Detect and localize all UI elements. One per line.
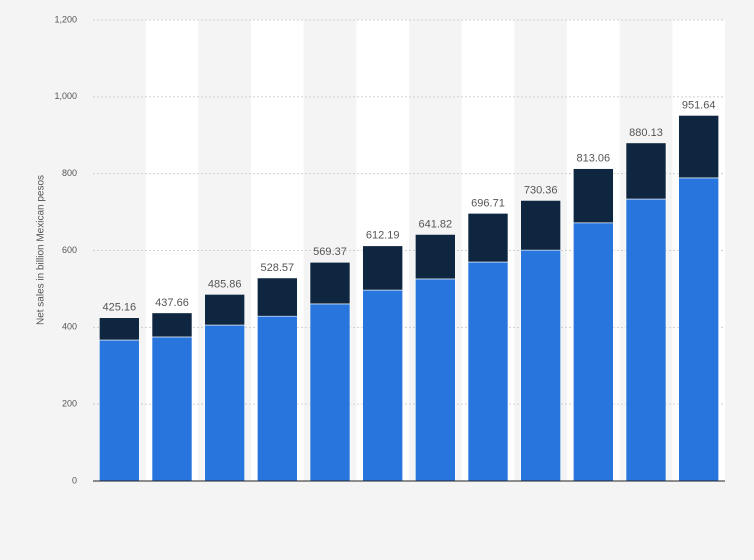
y-tick-label: 1,200 <box>54 14 77 24</box>
y-tick-label: 0 <box>72 475 77 485</box>
bar-segment <box>151 336 193 482</box>
total-label: 425.16 <box>103 302 137 314</box>
total-label: 437.66 <box>155 297 189 309</box>
bar-segment <box>204 324 245 482</box>
total-label: 569.37 <box>313 246 347 258</box>
bar-segment <box>362 245 403 291</box>
y-tick-label: 600 <box>62 245 77 255</box>
total-label: 612.19 <box>366 230 400 242</box>
bar-segment <box>204 294 245 326</box>
bar-segment <box>573 222 614 482</box>
bar-segment <box>520 249 561 482</box>
bar-segment <box>467 261 509 482</box>
bar-segment <box>678 115 719 179</box>
total-label: 641.82 <box>419 218 453 230</box>
bar-segment <box>520 200 561 251</box>
total-label: 880.13 <box>629 127 663 139</box>
bar-segment <box>625 198 667 482</box>
bar-segment <box>309 261 351 305</box>
bar-segment <box>467 213 509 263</box>
total-label: 696.71 <box>471 197 505 209</box>
bar-segment <box>678 177 719 482</box>
total-label: 730.36 <box>524 184 558 196</box>
bar-segment <box>99 317 140 341</box>
bar-segment <box>625 142 667 200</box>
bar-segment <box>99 339 140 482</box>
bar-segment <box>309 303 351 482</box>
total-label: 951.64 <box>682 99 716 111</box>
bar-segment <box>573 168 614 224</box>
bar-segment <box>151 312 193 338</box>
bar-segment <box>257 277 298 317</box>
y-tick-label: 800 <box>62 168 77 178</box>
bar-segment <box>415 234 456 280</box>
y-axis-label: Net sales in billion Mexican pesos <box>36 175 47 325</box>
bar-segment <box>257 315 298 482</box>
total-label: 813.06 <box>577 153 611 165</box>
total-label: 485.86 <box>208 278 242 290</box>
y-tick-label: 1,000 <box>54 91 77 101</box>
y-tick-label: 200 <box>62 399 77 409</box>
bar-segment <box>415 278 456 482</box>
total-label: 528.57 <box>261 262 295 274</box>
y-tick-label: 400 <box>62 322 77 332</box>
bar-segment <box>362 289 403 482</box>
